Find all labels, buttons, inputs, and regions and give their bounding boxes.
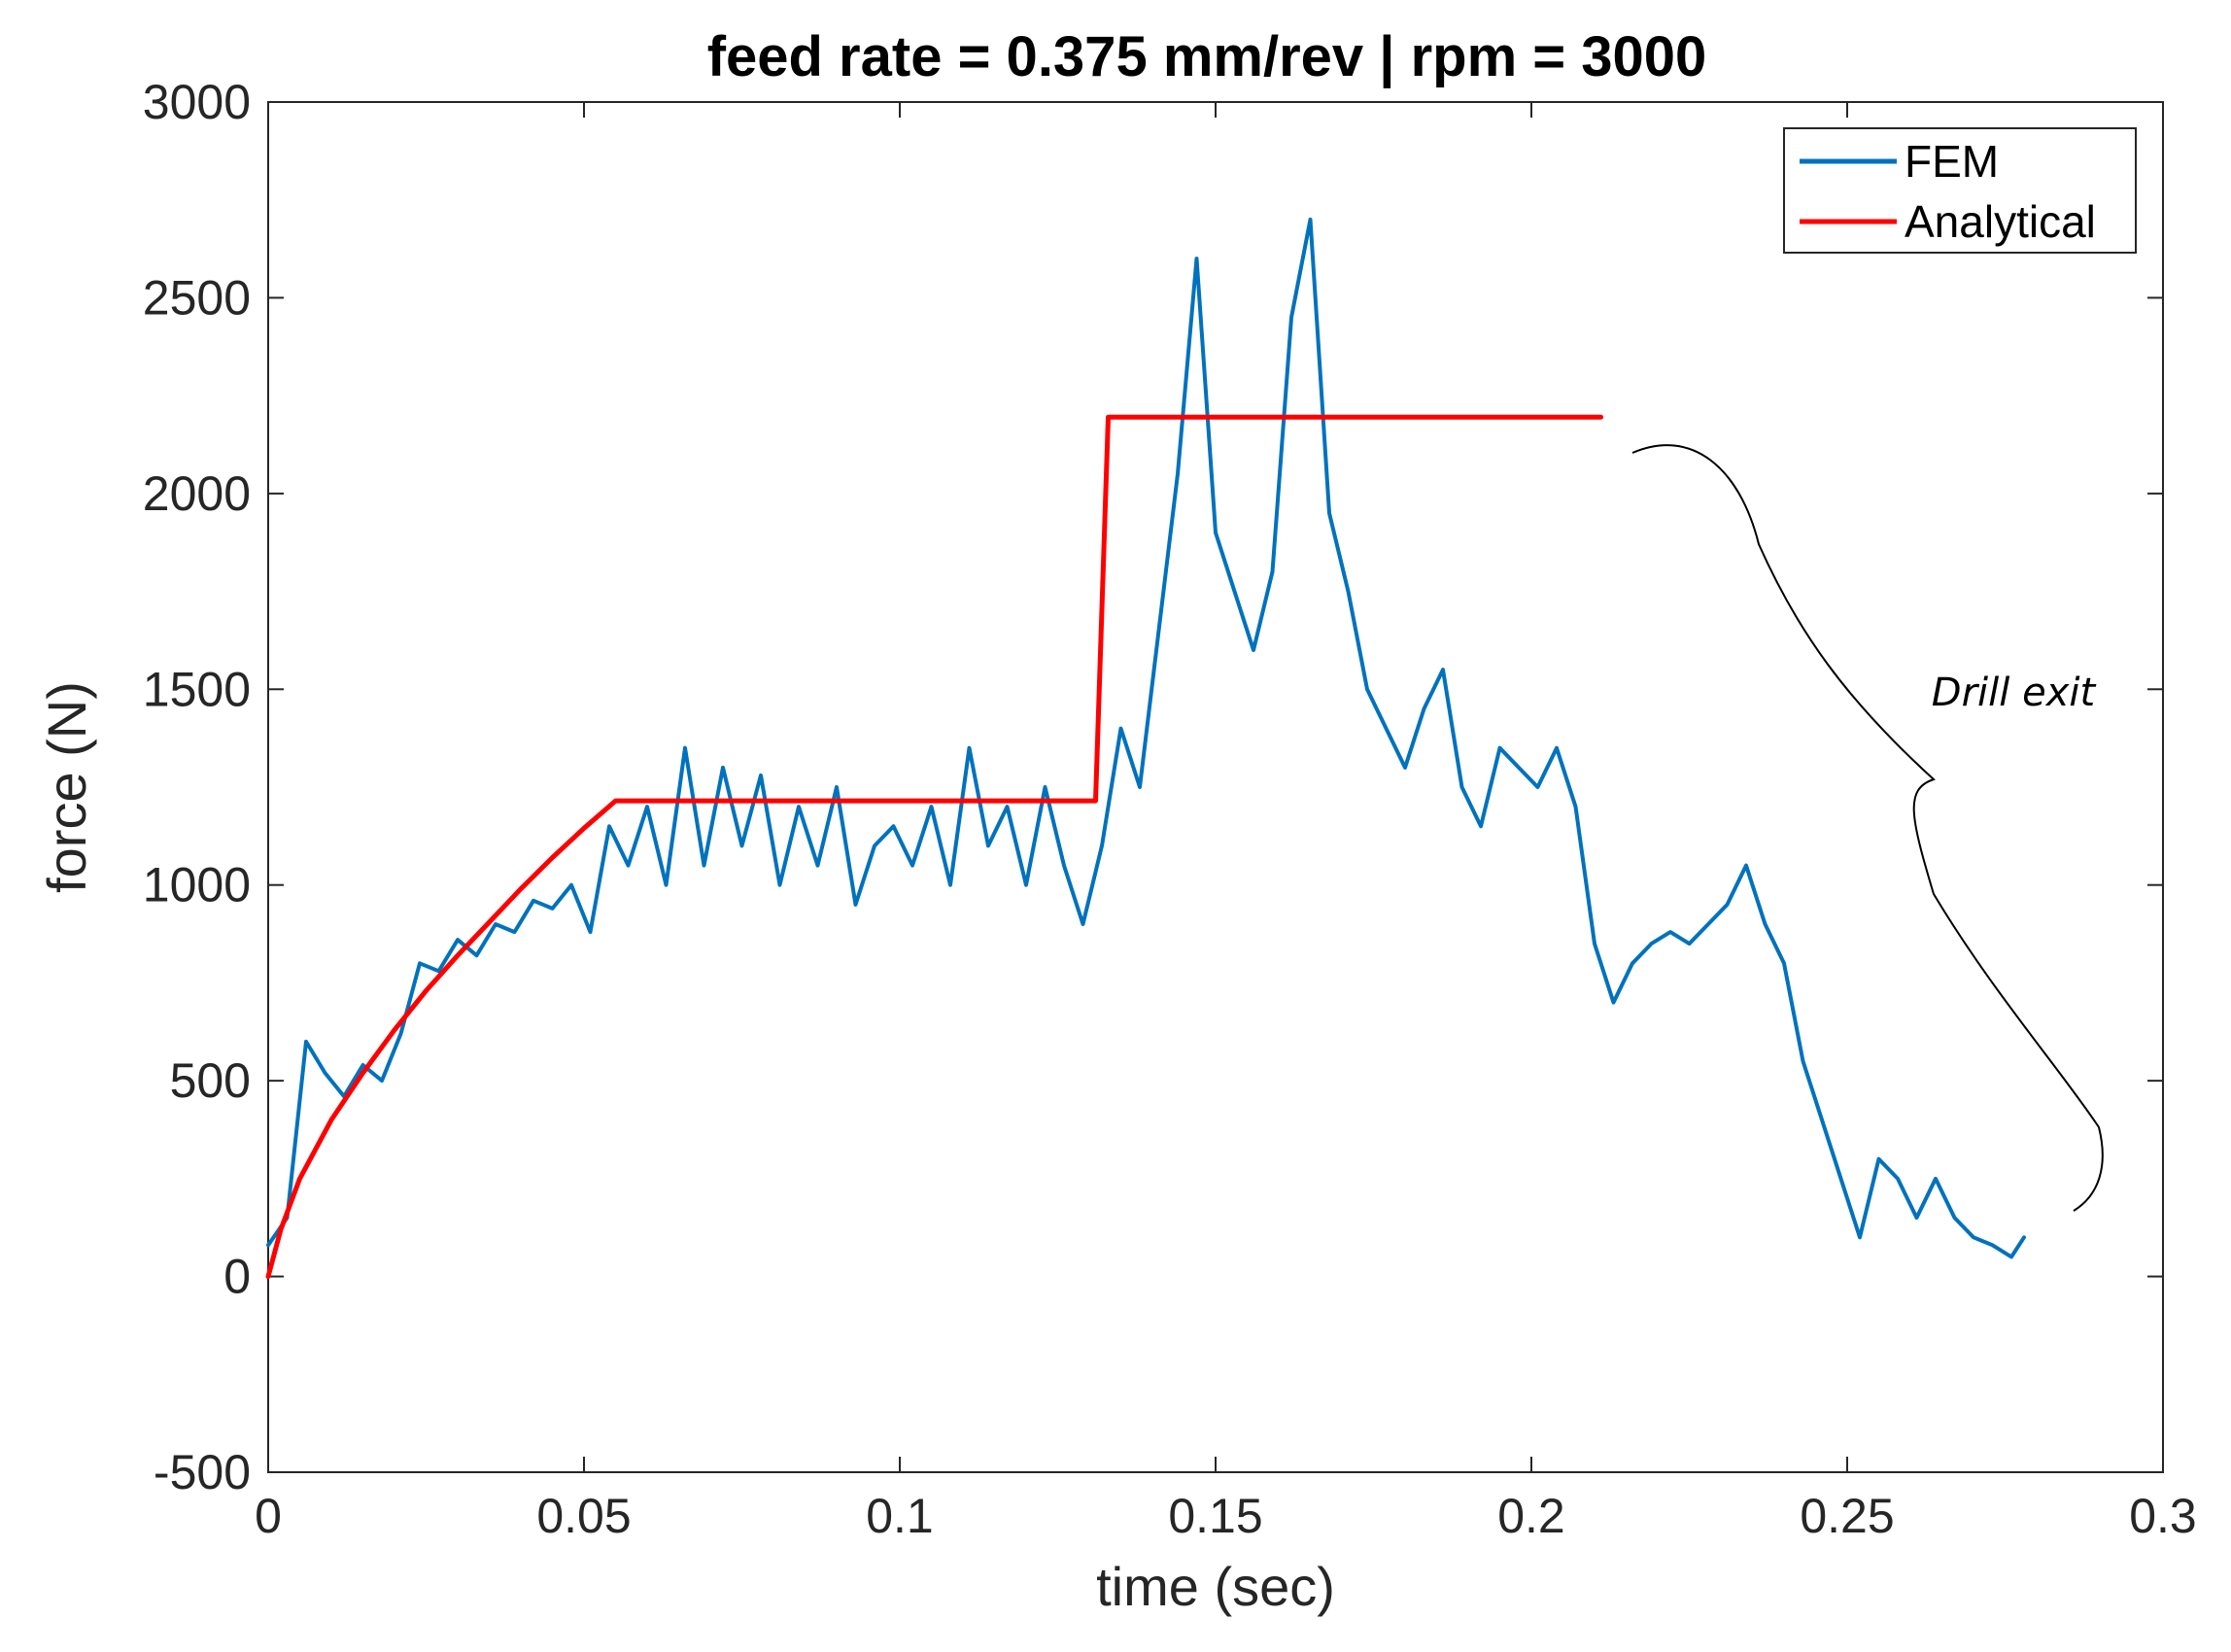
y-tick-label: -500 bbox=[154, 1445, 251, 1499]
x-tick-label: 0.05 bbox=[536, 1489, 631, 1543]
y-tick-label: 500 bbox=[170, 1053, 251, 1108]
x-tick-label: 0 bbox=[255, 1489, 282, 1543]
series-line-fem bbox=[266, 217, 2026, 1259]
y-tick-label: 2500 bbox=[143, 270, 251, 325]
legend-label-fem: FEM bbox=[1905, 136, 1999, 187]
y-axis-label: force (N) bbox=[36, 681, 97, 893]
x-tick-label: 0.15 bbox=[1168, 1489, 1262, 1543]
y-tick-label: 2000 bbox=[143, 466, 251, 521]
drill-exit-annotation: Drill exit bbox=[1631, 444, 2104, 1212]
series-line-analytical bbox=[265, 414, 1603, 1280]
series-layer bbox=[265, 217, 2026, 1280]
legend: FEM Analytical bbox=[1783, 127, 2137, 254]
y-tick-label: 1500 bbox=[143, 662, 251, 716]
x-tick-label: 0.2 bbox=[1497, 1489, 1565, 1543]
y-tick-label: 0 bbox=[223, 1250, 251, 1304]
legend-box bbox=[1783, 127, 2137, 254]
x-tick-label: 0.1 bbox=[866, 1489, 934, 1543]
y-tick-label: 1000 bbox=[143, 858, 251, 912]
y-tick-label: 3000 bbox=[143, 75, 251, 129]
plot-frame bbox=[267, 101, 2164, 1473]
legend-label-analytical: Analytical bbox=[1905, 196, 2096, 247]
plot-area bbox=[267, 101, 2164, 1473]
x-axis: 0 0.05 0.1 0.15 0.2 0.25 0.3 bbox=[255, 102, 2197, 1543]
x-axis-label: time (sec) bbox=[1096, 1556, 1335, 1617]
y-axis: -500 0 500 1000 1500 2000 2500 3000 bbox=[143, 75, 2163, 1499]
drill-exit-brace bbox=[1631, 444, 2104, 1212]
drill-exit-label: Drill exit bbox=[1932, 671, 2097, 715]
chart-title: feed rate = 0.375 mm/rev | rpm = 3000 bbox=[707, 25, 1707, 88]
x-tick-label: 0.3 bbox=[2129, 1489, 2197, 1543]
x-tick-label: 0.25 bbox=[1800, 1489, 1894, 1543]
